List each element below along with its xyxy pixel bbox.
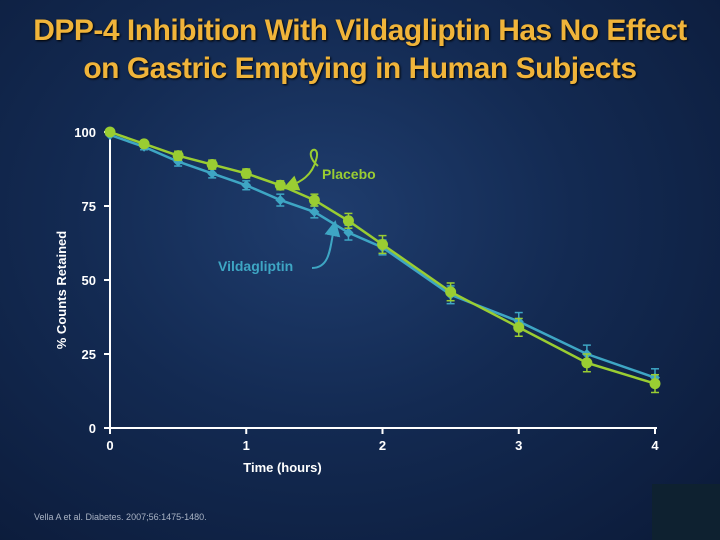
x-tick-label: 3 — [515, 438, 522, 453]
x-tick-label: 2 — [379, 438, 386, 453]
x-tick-label: 4 — [651, 438, 659, 453]
y-tick-label: 25 — [82, 347, 96, 362]
placebo-point — [513, 321, 525, 333]
y-tick-label: 50 — [82, 273, 96, 288]
vildagliptin-point — [207, 168, 218, 179]
title-line-1: DPP-4 Inhibition With Vildagliptin Has N… — [33, 14, 687, 47]
vildagliptin-callout-arrow — [311, 220, 341, 269]
placebo-label: Placebo — [322, 166, 376, 182]
x-tick-label: 0 — [106, 438, 113, 453]
placebo-series — [104, 126, 661, 394]
placebo-point — [342, 215, 354, 227]
vildagliptin-point — [343, 227, 354, 238]
placebo-point — [138, 138, 150, 150]
vildagliptin-point — [309, 206, 320, 217]
placebo-point — [104, 126, 116, 138]
corner-panel — [652, 484, 720, 540]
placebo-point — [172, 150, 184, 162]
y-axis-label: % Counts Retained — [54, 231, 69, 350]
placebo-point — [377, 238, 388, 250]
y-tick-label: 75 — [82, 199, 96, 214]
citation-text: Vella A et al. Diabetes. 2007;56:1475-14… — [34, 512, 207, 522]
series-layer — [104, 126, 661, 394]
placebo-point — [445, 286, 457, 298]
y-tick-label: 100 — [74, 125, 96, 140]
vildagliptin-series — [105, 129, 660, 388]
annotations: Placebo Vildagliptin — [218, 148, 376, 274]
x-tick-label: 1 — [243, 438, 250, 453]
placebo-point — [308, 194, 320, 206]
placebo-point — [274, 179, 286, 191]
axes: 0 25 50 75 100 0 1 2 3 4 Time (hours) % Counts Reta… — [54, 125, 659, 475]
vildagliptin-line — [109, 133, 656, 379]
placebo-point — [240, 167, 252, 179]
placebo-line — [109, 130, 656, 385]
placebo-point — [649, 378, 661, 390]
placebo-callout-arrow — [282, 148, 319, 191]
y-tick-label: 0 — [89, 421, 96, 436]
vildagliptin-point — [241, 180, 252, 191]
vildagliptin-label: Vildagliptin — [218, 258, 293, 274]
chart-title: DPP-4 Inhibition With Vildagliptin Has N… — [0, 12, 720, 88]
title-line-2: on Gastric Emptying in Human Subjects — [83, 52, 637, 85]
placebo-point — [206, 159, 218, 171]
vildagliptin-point — [275, 195, 286, 206]
placebo-point — [581, 357, 593, 369]
x-axis-label: Time (hours) — [243, 460, 322, 475]
